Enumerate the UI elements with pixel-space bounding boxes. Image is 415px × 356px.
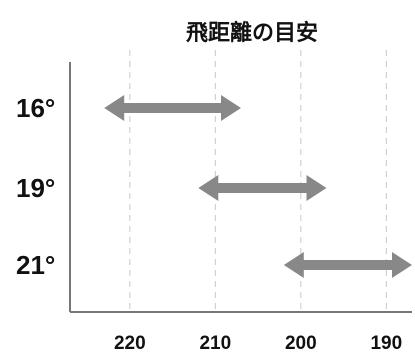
loft-label: 16° bbox=[16, 93, 55, 123]
range-rows: 16° 19° 21° bbox=[16, 93, 412, 280]
x-tick-label: 190 bbox=[370, 333, 402, 354]
loft-label: 19° bbox=[16, 173, 55, 203]
x-tick-label: 210 bbox=[199, 333, 231, 354]
loft-label: 21° bbox=[16, 250, 55, 280]
chart-title: 飛距離の目安 bbox=[186, 20, 318, 46]
grid-lines bbox=[129, 50, 387, 312]
x-tick-label: 200 bbox=[285, 333, 317, 354]
x-tick-labels: 220 210 200 190 bbox=[114, 333, 402, 354]
distance-range-arrow bbox=[283, 252, 412, 278]
distance-range-arrow bbox=[104, 95, 241, 121]
x-tick-label: 220 bbox=[114, 333, 146, 354]
distance-range-arrow bbox=[198, 175, 327, 201]
